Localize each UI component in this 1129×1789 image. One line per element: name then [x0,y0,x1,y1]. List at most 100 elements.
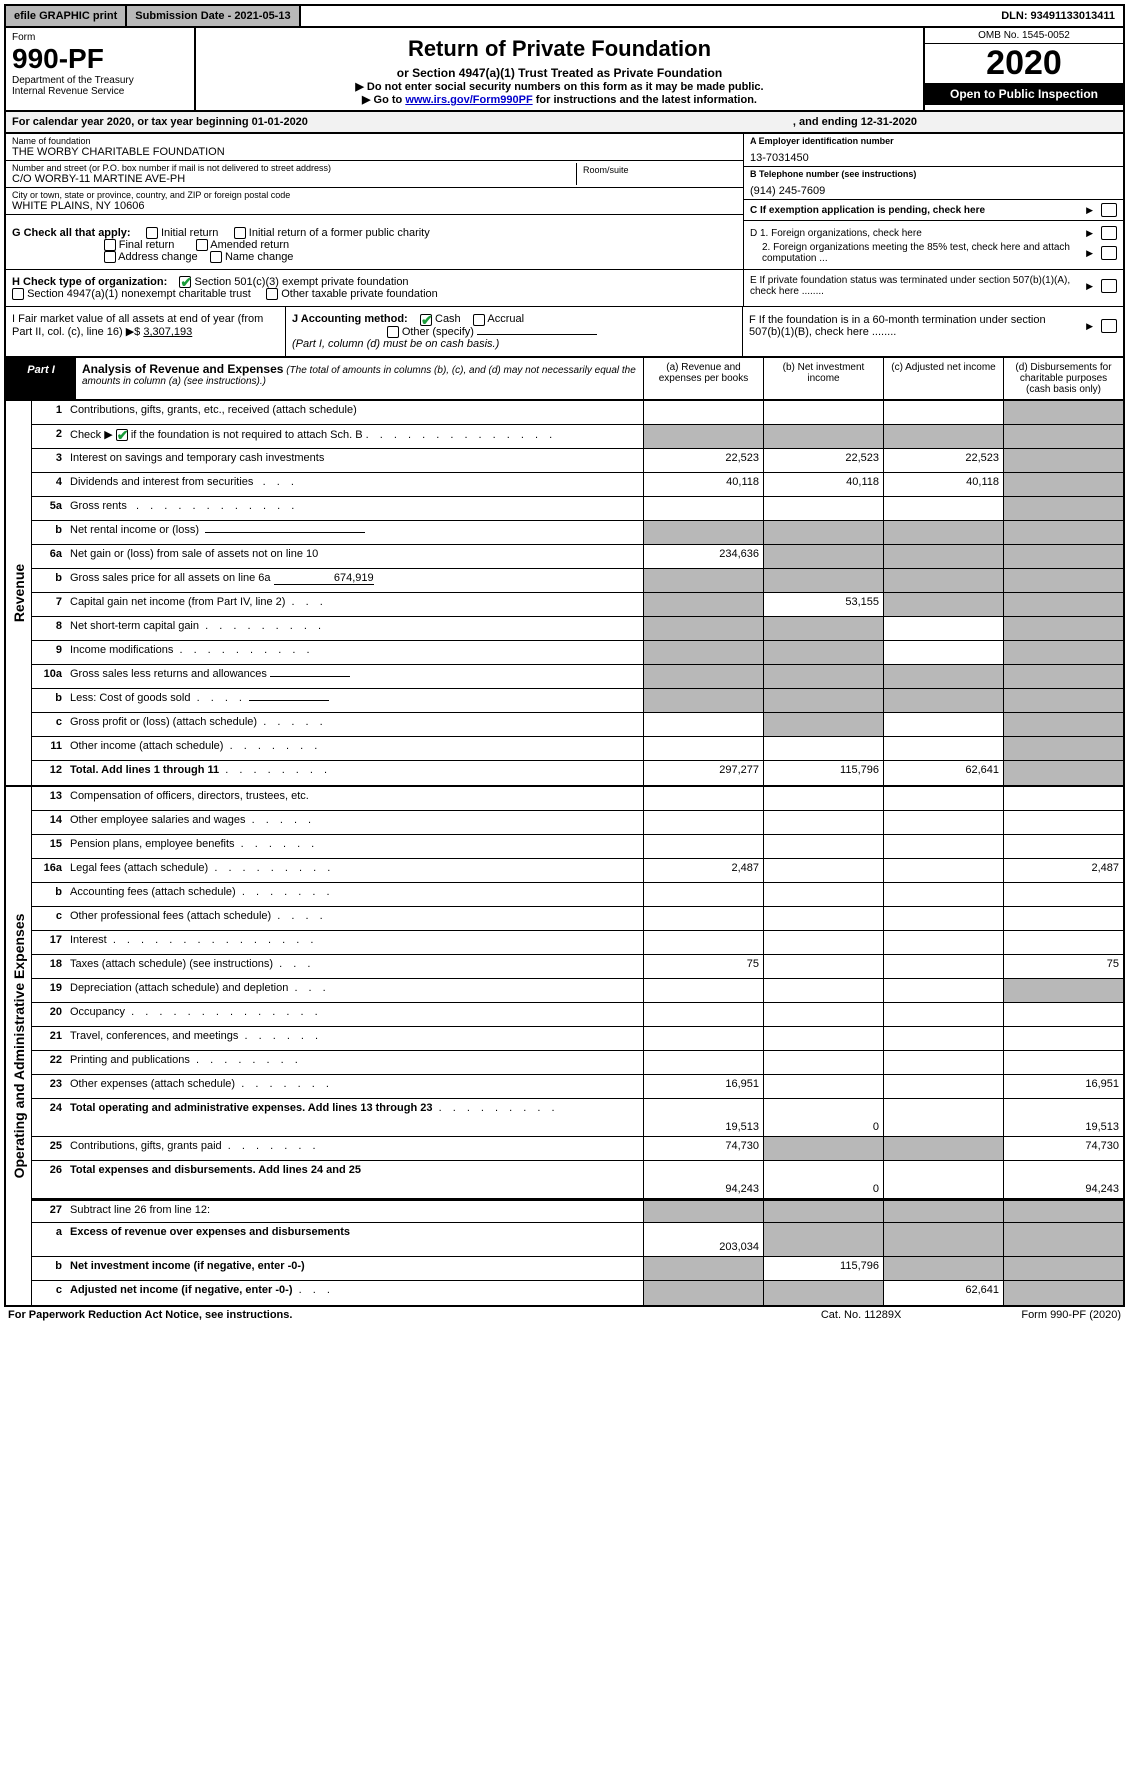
4947-checkbox[interactable] [12,288,24,300]
amt-c [883,859,1003,882]
amt-a: 94,243 [643,1161,763,1198]
l17-text: Interest [70,934,107,946]
amt-b [763,1075,883,1098]
line-text: Printing and publications . . . . . . . … [66,1051,643,1074]
phone-cell: B Telephone number (see instructions) (9… [744,167,1123,200]
cash-checkbox[interactable] [420,314,432,326]
final-return-checkbox[interactable] [104,239,116,251]
line-19: 19 Depreciation (attach schedule) and de… [32,979,1123,1003]
irs-link[interactable]: www.irs.gov/Form990PF [405,94,532,106]
col-c-header: (c) Adjusted net income [883,358,1003,399]
amt-d: 94,243 [1003,1161,1123,1198]
submission-date-button[interactable]: Submission Date - 2021-05-13 [127,6,300,26]
line-5a: 5a Gross rents . . . . . . . . . . . . [32,497,1123,521]
line-text: Less: Cost of goods sold . . . . [66,689,643,712]
amt-a: 16,951 [643,1075,763,1098]
line-11: 11 Other income (attach schedule) . . . … [32,737,1123,761]
name-label: Name of foundation [12,136,737,146]
line-17: 17 Interest . . . . . . . . . . . . . . … [32,931,1123,955]
e-checkbox[interactable] [1101,279,1117,293]
amt-d [1003,1257,1123,1280]
amt-b [763,955,883,978]
amt-b: 115,796 [763,761,883,785]
accrual-checkbox[interactable] [473,314,485,326]
line-text: Net short-term capital gain . . . . . . … [66,617,643,640]
city-cell: City or town, state or province, country… [6,188,743,215]
dots: . . . . . . . . . . [179,644,313,656]
line-text: Capital gain net income (from Part IV, l… [66,593,643,616]
amt-c [883,1051,1003,1074]
address-row: Number and street (or P.O. box number if… [6,161,743,188]
col-d-header: (d) Disbursements for charitable purpose… [1003,358,1123,399]
line-num: 3 [32,449,66,472]
l5b-input[interactable] [205,532,365,533]
city-value: WHITE PLAINS, NY 10606 [12,200,737,212]
amt-a [643,907,763,930]
dots: . . . . . . . . . [439,1102,559,1114]
l10b-input[interactable] [249,700,329,701]
fmv-value: 3,307,193 [143,326,192,338]
d2-checkbox[interactable] [1101,246,1117,260]
other-specify-line[interactable] [477,334,597,335]
501c3-checkbox[interactable] [179,276,191,288]
note-goto-pre: ▶ Go to [362,94,405,106]
amt-c [883,1027,1003,1050]
other-taxable-checkbox[interactable] [266,288,278,300]
l10a-text: Gross sales less returns and allowances [70,668,267,680]
line-num: 22 [32,1051,66,1074]
header-left: Form 990-PF Department of the Treasury I… [6,28,196,110]
initial-return-checkbox[interactable] [146,227,158,239]
line-24: 24 Total operating and administrative ex… [32,1099,1123,1137]
amt-d [1003,811,1123,834]
line-23: 23 Other expenses (attach schedule) . . … [32,1075,1123,1099]
amended-return-checkbox[interactable] [196,239,208,251]
amt-a [643,811,763,834]
line-text: Net rental income or (loss) [66,521,643,544]
room-label: Room/suite [583,165,731,175]
amt-b [763,1027,883,1050]
line-text: Other employee salaries and wages . . . … [66,811,643,834]
line-text: Depreciation (attach schedule) and deple… [66,979,643,1002]
initial-former-checkbox[interactable] [234,227,246,239]
f-checkbox[interactable] [1101,319,1117,333]
amt-a [643,689,763,712]
amt-a [643,521,763,544]
amt-b: 40,118 [763,473,883,496]
sch-b-checkbox[interactable] [116,429,128,441]
line-text: Dividends and interest from securities .… [66,473,643,496]
amt-c [883,883,1003,906]
line-27: 27 Subtract line 26 from line 12: [32,1199,1123,1223]
c-label: C If exemption application is pending, c… [750,205,1080,216]
line-2: 2 Check ▶ if the foundation is not requi… [32,425,1123,449]
d1-checkbox[interactable] [1101,226,1117,240]
dots: . . . . [277,910,326,922]
street-label: Number and street (or P.O. box number if… [12,163,576,173]
i-j-f-row: I Fair market value of all assets at end… [4,307,1125,357]
efile-print-button[interactable]: efile GRAPHIC print [6,6,127,26]
l27a-text: Excess of revenue over expenses and disb… [70,1226,350,1238]
line-15: 15 Pension plans, employee benefits . . … [32,835,1123,859]
street-cell: Number and street (or P.O. box number if… [12,163,577,185]
col-b-header: (b) Net investment income [763,358,883,399]
other-method-checkbox[interactable] [387,326,399,338]
arrow-icon [1086,320,1095,332]
l27b-text: Net investment income (if negative, ente… [70,1260,305,1272]
dots: . . . . . . . . . [205,620,325,632]
amt-b [763,737,883,760]
dots: . . . . . . . . [196,1054,302,1066]
address-change-checkbox[interactable] [104,251,116,263]
amt-d [1003,545,1123,568]
line-num: 25 [32,1137,66,1160]
l22-text: Printing and publications [70,1054,190,1066]
amt-d [1003,569,1123,592]
amt-b [763,545,883,568]
name-change-checkbox[interactable] [210,251,222,263]
amt-a: 234,636 [643,545,763,568]
tax-year-end: , and ending 12-31-2020 [793,116,917,128]
amt-a: 75 [643,955,763,978]
c-checkbox[interactable] [1101,203,1117,217]
amt-c [883,835,1003,858]
line-num: c [32,713,66,736]
l10a-input[interactable] [270,676,350,677]
amt-c [883,1161,1003,1198]
